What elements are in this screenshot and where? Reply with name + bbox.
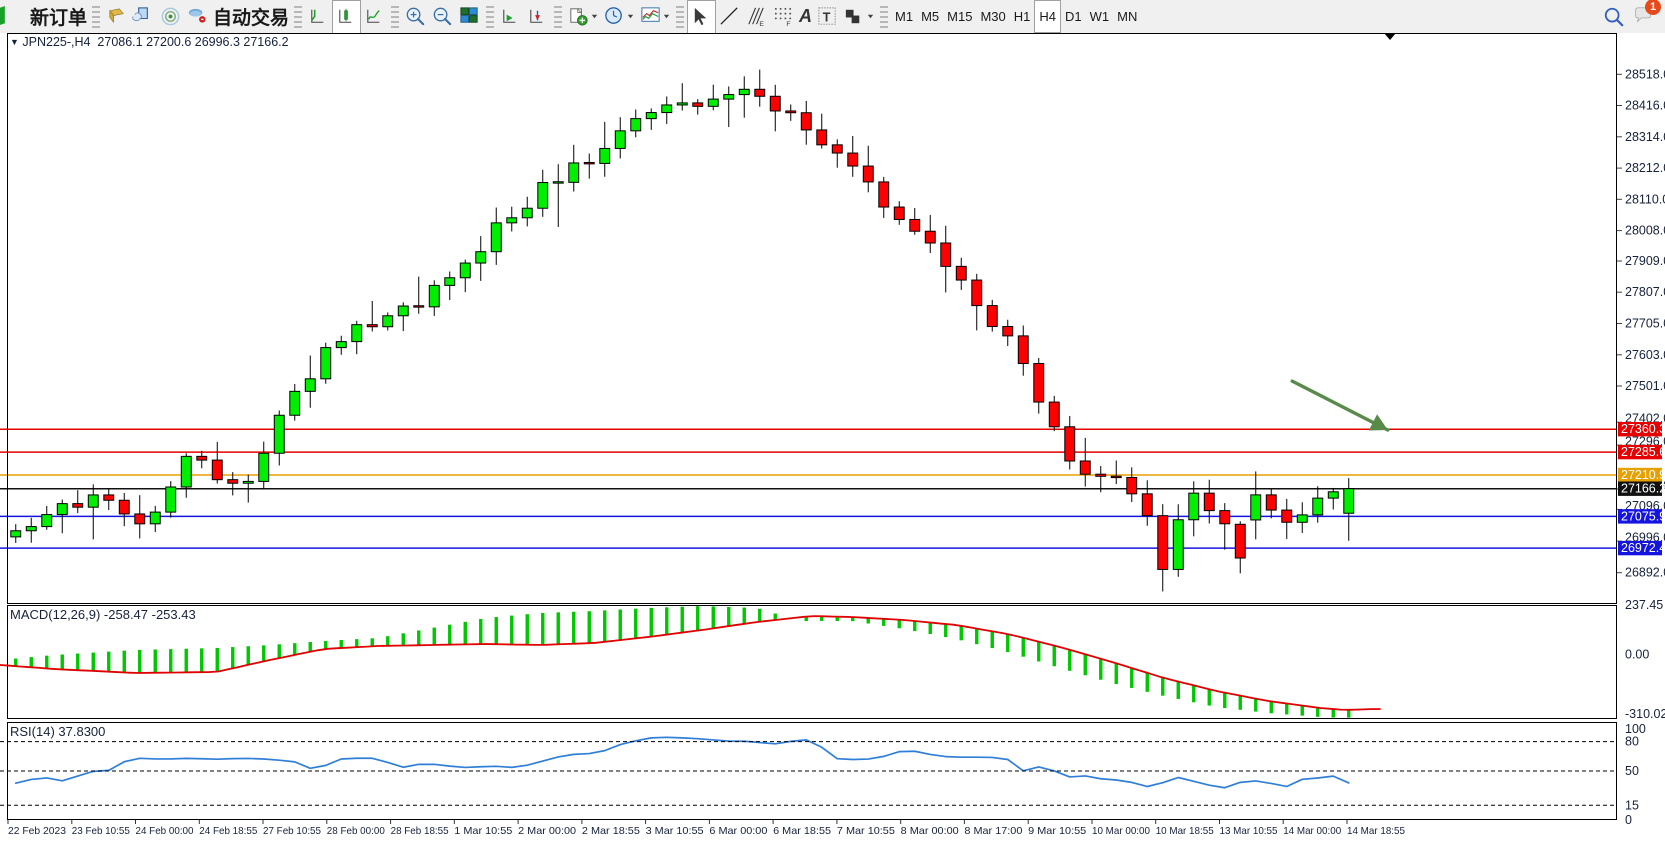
svg-text:2 Mar 00:00: 2 Mar 00:00 [518,826,576,837]
svg-text:80: 80 [1625,735,1639,749]
svg-text:27075.9: 27075.9 [1621,509,1665,523]
svg-text:9 Mar 10:55: 9 Mar 10:55 [1028,826,1086,837]
svg-text:8 Mar 00:00: 8 Mar 00:00 [901,826,959,837]
svg-text:10 Mar 00:00: 10 Mar 00:00 [1092,826,1150,837]
svg-text:22 Feb 2023: 22 Feb 2023 [8,826,66,837]
svg-text:24 Feb 00:00: 24 Feb 00:00 [136,826,194,837]
svg-text:2 Mar 18:55: 2 Mar 18:55 [582,826,640,837]
svg-text:27166.2: 27166.2 [1621,482,1665,496]
svg-text:14 Mar 18:55: 14 Mar 18:55 [1347,826,1405,837]
svg-text:T: T [823,10,831,24]
svg-text:28416.0: 28416.0 [1625,99,1665,113]
svg-text:23 Feb 10:55: 23 Feb 10:55 [72,826,130,837]
svg-text:27285.6: 27285.6 [1621,445,1665,459]
svg-text:15: 15 [1625,798,1639,812]
svg-text:E: E [759,21,764,28]
svg-text:28008.0: 28008.0 [1625,224,1665,238]
svg-text:28110.0: 28110.0 [1625,192,1665,206]
svg-text:14 Mar 00:00: 14 Mar 00:00 [1283,826,1341,837]
svg-text:28 Feb 00:00: 28 Feb 00:00 [327,826,385,837]
svg-text:27603.0: 27603.0 [1625,348,1665,362]
svg-text:7 Mar 10:55: 7 Mar 10:55 [837,826,895,837]
svg-text:F: F [786,21,790,28]
svg-text:27807.0: 27807.0 [1625,285,1665,299]
svg-text:0: 0 [1625,813,1632,827]
svg-text:1 Mar 10:55: 1 Mar 10:55 [454,826,512,837]
svg-text:27210.9: 27210.9 [1621,468,1665,482]
svg-text:28314.0: 28314.0 [1625,130,1665,144]
svg-text:13 Mar 10:55: 13 Mar 10:55 [1220,826,1278,837]
svg-text:237.45: 237.45 [1625,598,1663,612]
svg-text:27501.0: 27501.0 [1625,379,1665,393]
svg-text:28 Feb 18:55: 28 Feb 18:55 [391,826,449,837]
svg-text:6 Mar 00:00: 6 Mar 00:00 [709,826,767,837]
svg-text:-310.02: -310.02 [1625,707,1665,721]
svg-text:3 Mar 10:55: 3 Mar 10:55 [646,826,704,837]
svg-text:10 Mar 18:55: 10 Mar 18:55 [1156,826,1214,837]
svg-text:28212.0: 28212.0 [1625,161,1665,175]
svg-text:8 Mar 17:00: 8 Mar 17:00 [964,826,1022,837]
svg-text:24 Feb 18:55: 24 Feb 18:55 [199,826,257,837]
svg-text:28518.0: 28518.0 [1625,67,1665,81]
svg-text:27360.3: 27360.3 [1621,422,1665,436]
svg-text:27705.0: 27705.0 [1625,317,1665,331]
svg-text:26892.0: 26892.0 [1625,566,1665,580]
svg-text:26972.4: 26972.4 [1621,541,1665,555]
svg-text:27 Feb 10:55: 27 Feb 10:55 [263,826,321,837]
svg-text:0.00: 0.00 [1625,647,1649,661]
svg-text:6 Mar 18:55: 6 Mar 18:55 [773,826,831,837]
svg-text:27909.0: 27909.0 [1625,254,1665,268]
svg-text:50: 50 [1625,764,1639,778]
